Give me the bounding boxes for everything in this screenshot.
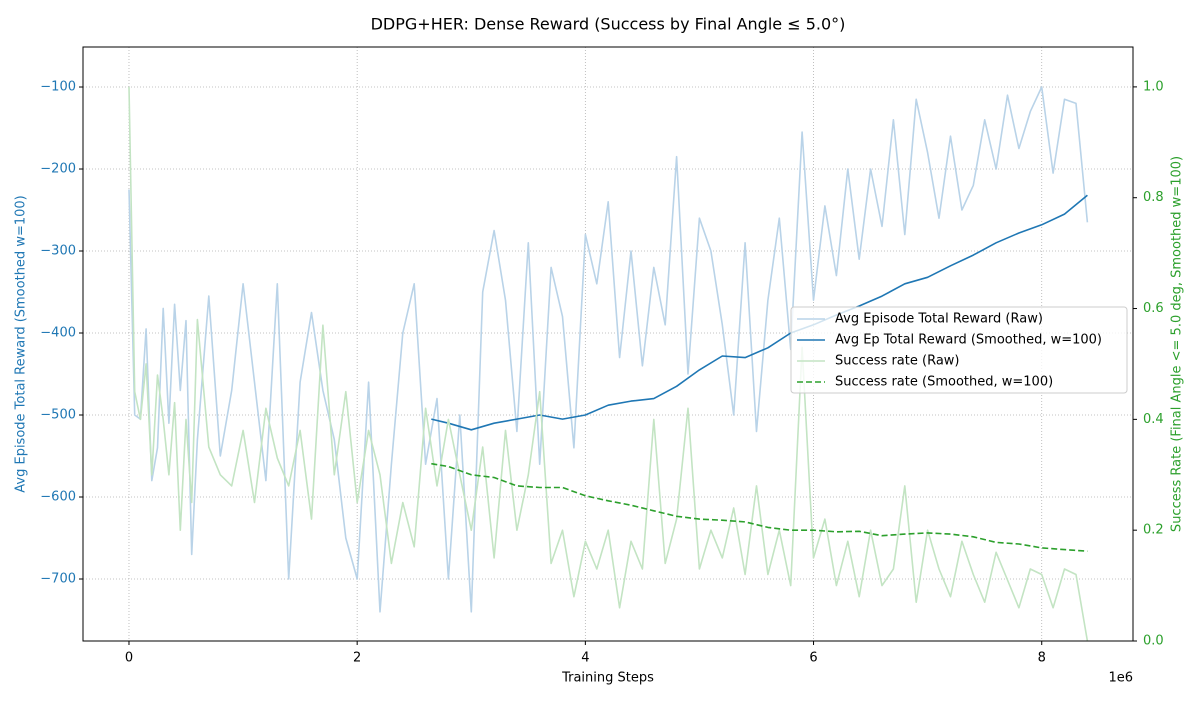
legend-label: Avg Ep Total Reward (Smoothed, w=100) [835, 333, 1102, 348]
chart-title: DDPG+HER: Dense Reward (Success by Final… [371, 15, 846, 34]
series-line [128, 86, 1089, 613]
y-tick-label: −200 [40, 162, 76, 177]
y-tick-label: −700 [40, 572, 76, 587]
y2-tick-label: 0.0 [1143, 634, 1164, 649]
y-tick-label: −300 [40, 244, 76, 259]
series-line [431, 462, 1088, 552]
legend-box [790, 306, 1128, 394]
y2-tick-label: 0.4 [1143, 412, 1164, 427]
y2-tick-label: 0.8 [1143, 190, 1164, 205]
series-line [128, 86, 1089, 641]
y-axis-label: Avg Episode Total Reward (Smoothed w=100… [14, 195, 29, 492]
x-tick-label: 4 [581, 651, 589, 666]
y-tick-label: −600 [40, 490, 76, 505]
legend-label: Success rate (Raw) [835, 354, 960, 369]
legend-label: Avg Episode Total Reward (Raw) [835, 312, 1043, 327]
y2-axis-label: Success Rate (Final Angle <= 5.0 deg, Sm… [1170, 156, 1185, 532]
y-tick-label: −400 [40, 326, 76, 341]
y-tick-label: −100 [40, 80, 76, 95]
y2-tick-label: 0.6 [1143, 301, 1164, 316]
x-tick-label: 6 [809, 651, 817, 666]
y2-tick-label: 1.0 [1143, 79, 1164, 94]
x-tick-label: 2 [353, 651, 361, 666]
plot-frame [82, 46, 1134, 642]
x-tick-label: 0 [125, 651, 133, 666]
x-tick-label: 8 [1038, 651, 1046, 666]
y2-tick-label: 0.2 [1143, 523, 1164, 538]
y-tick-label: −500 [40, 408, 76, 423]
plot-area [128, 86, 1089, 641]
legend-label: Success rate (Smoothed, w=100) [835, 375, 1053, 390]
x-offset-label: 1e6 [1108, 671, 1133, 686]
x-axis-label: Training Steps [561, 671, 654, 686]
